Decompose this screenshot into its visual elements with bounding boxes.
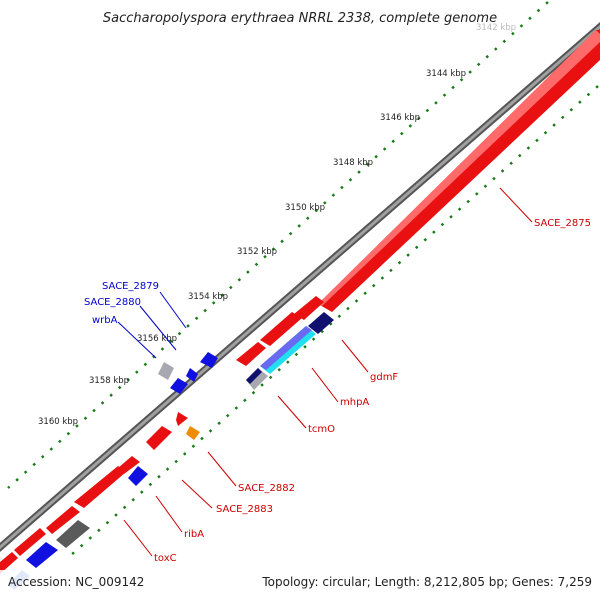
gene-labels: SACE_2875 SACE_2879 SACE_2880 wrbA gdmF …	[84, 218, 591, 564]
gene-sace-2875[interactable]	[318, 30, 600, 312]
gene-block[interactable]	[46, 506, 80, 534]
gene-block[interactable]	[118, 456, 140, 474]
gene-sace-2879[interactable]	[200, 352, 218, 368]
gene-label[interactable]: SACE_2882	[238, 483, 295, 494]
outer-tick-ring	[7, 1, 549, 489]
topology-text: Topology: circular; Length: 8,212,805 bp…	[261, 575, 592, 589]
gene-label[interactable]: ribA	[184, 529, 204, 540]
gene-label[interactable]: SACE_2883	[216, 504, 273, 515]
gene-grey[interactable]	[158, 362, 174, 380]
gene-tcmo[interactable]	[246, 368, 268, 390]
gene-block[interactable]	[146, 426, 172, 450]
gene-block[interactable]	[260, 312, 302, 346]
tick-label: 3152 kbp	[237, 247, 277, 257]
gene-toxc[interactable]	[26, 542, 58, 568]
gene-label[interactable]: gdmF	[370, 372, 398, 383]
gene-label[interactable]: SACE_2880	[84, 297, 141, 308]
gene-label[interactable]: tcmO	[308, 424, 335, 435]
gene-label[interactable]: mhpA	[340, 397, 369, 408]
gene-label[interactable]: toxC	[154, 553, 177, 564]
gene-block[interactable]	[294, 296, 324, 320]
gene-label[interactable]: wrbA	[92, 315, 118, 326]
label-leaders	[117, 187, 533, 557]
tick-label: 3158 kbp	[89, 376, 129, 386]
gene-block[interactable]	[14, 528, 46, 556]
tick-label: 3148 kbp	[333, 158, 373, 168]
tick-label: 3142 kbp	[476, 23, 516, 33]
gene-label[interactable]: SACE_2875	[534, 218, 591, 229]
tick-labels: 3142 kbp 3144 kbp 3146 kbp 3148 kbp 3150…	[38, 23, 516, 427]
gene-block[interactable]	[176, 412, 188, 426]
tick-label: 3144 kbp	[426, 69, 466, 79]
inner-tick-ring	[69, 85, 599, 557]
tick-label: 3156 kbp	[137, 334, 177, 344]
accession-text: Accession: NC_009142	[8, 575, 144, 589]
gene-riba[interactable]	[128, 466, 148, 486]
tick-label: 3150 kbp	[285, 203, 325, 213]
gene-label[interactable]: SACE_2879	[102, 281, 159, 292]
tick-label: 3154 kbp	[188, 292, 228, 302]
forward-genes	[0, 296, 324, 574]
gene-block[interactable]	[74, 466, 126, 508]
mhp-cluster	[246, 312, 334, 390]
gene-gdmf[interactable]	[308, 312, 334, 334]
gene-sace-2880[interactable]	[186, 368, 198, 382]
gene-block[interactable]	[236, 342, 266, 366]
gene-sace-2882[interactable]	[186, 426, 200, 440]
tick-label: 3160 kbp	[38, 417, 78, 427]
gene-wrba[interactable]	[170, 378, 188, 394]
map-title: Saccharopolyspora erythraea NRRL 2338, c…	[103, 11, 497, 26]
footer-bar	[0, 570, 600, 600]
gene-grey[interactable]	[56, 520, 90, 548]
genome-backbone	[0, 22, 600, 552]
tick-label: 3146 kbp	[380, 113, 420, 123]
gene-block[interactable]	[0, 552, 18, 574]
